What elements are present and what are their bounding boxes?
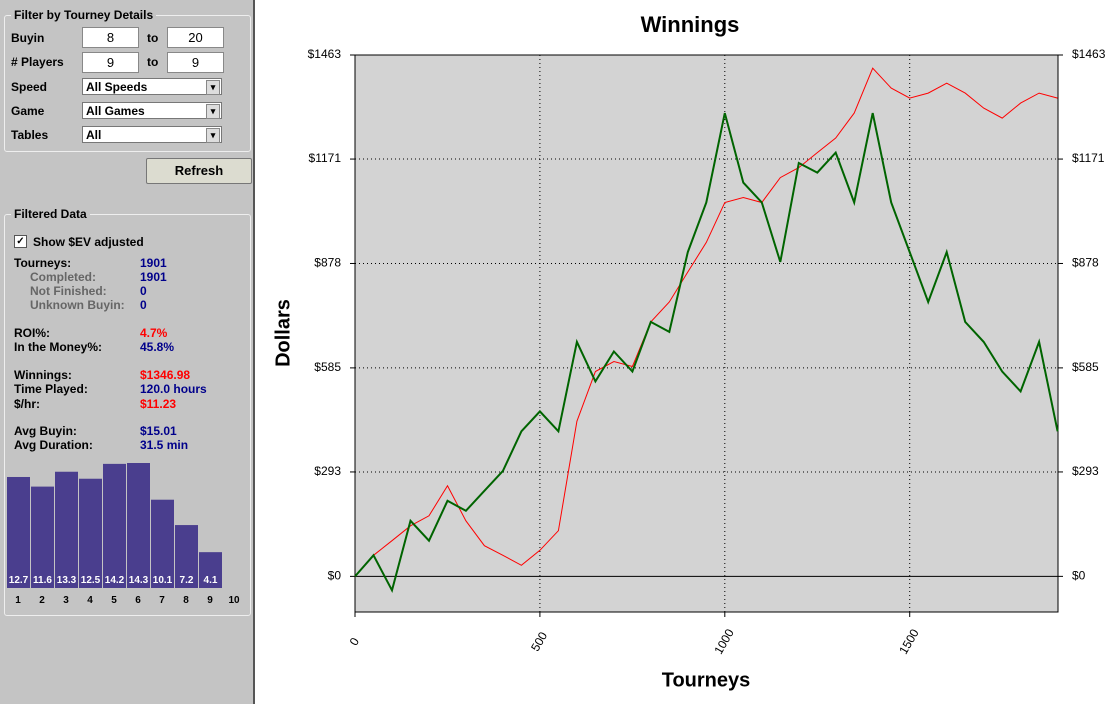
group-title: Filter by Tourney Details <box>11 8 157 22</box>
chart: Winnings Tourneys Dollars $0 $0 $293 $293 $5… <box>272 12 1106 691</box>
y2-tick-label: $293 <box>1072 464 1099 478</box>
y-tick-label: $1463 <box>308 47 342 61</box>
y-tick-label: $1171 <box>309 151 342 165</box>
stat-label: Unknown Buyin: <box>30 298 125 312</box>
bar <box>127 463 150 588</box>
x-tick-label: 1500 <box>896 626 922 656</box>
value-label: 4.1 <box>204 575 218 586</box>
stat-value: $11.23 <box>140 397 177 411</box>
stat-value: 0 <box>140 298 147 312</box>
dropdown[interactable]: All Speeds <box>82 78 222 95</box>
category-label: 7 <box>159 595 165 606</box>
dropdown[interactable]: All Games <box>82 102 222 119</box>
value-label: 14.3 <box>129 575 149 586</box>
input[interactable]: 8 <box>82 27 139 48</box>
stat-label: Winnings: <box>14 368 72 382</box>
checkbox[interactable]: ✓ <box>14 235 27 248</box>
y-tick-label: $293 <box>314 464 341 478</box>
filtered-group: Filtered Data ✓ Show $EV adjusted <box>4 207 251 616</box>
x-tick-label: 1000 <box>711 626 737 656</box>
bar <box>31 486 54 588</box>
category-label: 6 <box>135 595 141 606</box>
stat-label: ROI%: <box>14 326 50 340</box>
label: Buyin <box>11 31 45 45</box>
stat-value: 120.0 hours <box>140 382 207 396</box>
stat-value: 0 <box>140 284 147 298</box>
stat-value: 4.7% <box>140 326 168 340</box>
input[interactable]: 20 <box>167 27 224 48</box>
checkbox-label[interactable]: Show $EV adjusted <box>33 235 144 249</box>
stat-label: In the Money%: <box>14 340 103 354</box>
bar <box>55 471 78 588</box>
category-label: 10 <box>228 595 240 606</box>
category-label: 2 <box>39 595 45 606</box>
sidebar: Filter by Tourney Details Buyin 8 to 20 … <box>0 0 255 704</box>
refresh-button[interactable]: Refresh <box>146 158 252 184</box>
stat-value: $15.01 <box>140 424 177 438</box>
label: # Players <box>11 55 64 69</box>
bar <box>151 499 174 588</box>
label: Game <box>11 104 45 118</box>
stat-label: Not Finished: <box>30 284 107 298</box>
x-axis-label: Tourneys <box>662 669 751 691</box>
stat-value: 31.5 min <box>140 438 189 452</box>
category-label: 4 <box>87 595 93 606</box>
dropdown[interactable]: All <box>82 126 222 143</box>
stat-label: Tourneys: <box>14 256 72 270</box>
value-label: 12.7 <box>9 575 29 586</box>
y-axis-label: Dollars <box>272 299 294 367</box>
category-label: 9 <box>207 595 213 606</box>
bar <box>175 525 198 588</box>
y-tick-label: $585 <box>314 360 341 374</box>
y2-tick-label: $1463 <box>1072 47 1106 61</box>
chart-title: Winnings <box>641 12 740 37</box>
label: Tables <box>11 128 49 142</box>
filter-group: Filter by Tourney Details Buyin 8 to 20 … <box>4 8 251 152</box>
plot-area <box>354 54 1059 613</box>
input[interactable]: 9 <box>167 52 224 73</box>
value-label: 10.1 <box>153 575 173 586</box>
group-title: Filtered Data <box>11 207 90 221</box>
y-tick-label: $0 <box>328 569 342 583</box>
stat-label: $/hr: <box>14 397 41 411</box>
label: Speed <box>11 80 48 94</box>
category-label: 3 <box>63 595 69 606</box>
label: to <box>147 55 159 69</box>
x-tick-label: 0 <box>347 635 363 648</box>
category-label: 1 <box>15 595 21 606</box>
bar <box>7 476 30 588</box>
stat-value: 45.8% <box>140 340 175 354</box>
input[interactable]: 9 <box>82 52 139 73</box>
y2-tick-label: $878 <box>1072 256 1099 270</box>
category-label: 8 <box>183 595 189 606</box>
value-label: 12.5 <box>81 575 101 586</box>
stat-value: 1901 <box>140 270 167 284</box>
stat-label: Time Played: <box>14 382 88 396</box>
y-tick-label: $878 <box>314 256 341 270</box>
stat-label: Avg Buyin: <box>14 424 77 438</box>
bar <box>103 463 126 588</box>
value-label: 13.3 <box>57 575 77 586</box>
stat-label: Completed: <box>30 270 96 284</box>
stat-value: 1901 <box>140 256 167 270</box>
value-label: 14.2 <box>105 575 125 586</box>
label: to <box>147 31 159 45</box>
stat-value: $1346.98 <box>140 368 191 382</box>
stat-label: Avg Duration: <box>14 438 93 452</box>
line-series <box>354 112 1059 594</box>
value-label: 11.6 <box>33 575 52 586</box>
bar <box>199 552 222 588</box>
histogram: 12.7 1 11.6 2 13.3 3 12.5 4 14.2 5 14.3 6 10.1 7 7.2 8 4… <box>7 463 240 606</box>
y2-tick-label: $0 <box>1072 569 1086 583</box>
value-label: 7.2 <box>180 575 194 586</box>
y2-tick-label: $585 <box>1072 360 1099 374</box>
y2-tick-label: $1171 <box>1072 151 1105 165</box>
x-tick-label: 500 <box>528 629 550 654</box>
bar <box>79 478 102 588</box>
line-series <box>354 67 1058 577</box>
category-label: 5 <box>111 595 117 606</box>
